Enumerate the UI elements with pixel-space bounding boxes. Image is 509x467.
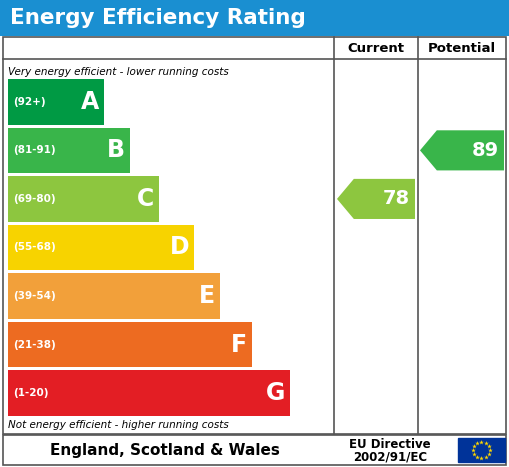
Text: B: B [107, 138, 125, 163]
Bar [8, 322, 252, 368]
Bar [3, 37, 506, 434]
Polygon shape [420, 130, 504, 170]
Bar [8, 370, 291, 416]
Bar [8, 273, 220, 319]
Text: Current: Current [348, 42, 405, 55]
Text: Very energy efficient - lower running costs: Very energy efficient - lower running co… [8, 67, 229, 77]
Bar [3, 435, 506, 465]
Text: F: F [231, 333, 247, 357]
Bar [8, 127, 130, 173]
Text: Energy Efficiency Rating: Energy Efficiency Rating [10, 8, 306, 28]
Text: England, Scotland & Wales: England, Scotland & Wales [50, 443, 280, 458]
Bar [8, 176, 159, 222]
Text: (55-68): (55-68) [13, 242, 56, 253]
Text: 2002/91/EC: 2002/91/EC [353, 450, 427, 463]
Text: 89: 89 [472, 141, 499, 160]
Text: D: D [169, 235, 189, 260]
Bar [8, 225, 194, 270]
Text: (81-91): (81-91) [13, 145, 55, 156]
Text: (92+): (92+) [13, 97, 46, 107]
Text: EU Directive: EU Directive [349, 439, 431, 452]
Text: (39-54): (39-54) [13, 291, 56, 301]
Bar [0, 0, 509, 36]
Text: (21-38): (21-38) [13, 340, 56, 350]
Text: E: E [199, 284, 215, 308]
Text: Not energy efficient - higher running costs: Not energy efficient - higher running co… [8, 420, 229, 430]
Bar [458, 438, 505, 462]
Bar [8, 79, 104, 125]
Polygon shape [337, 179, 415, 219]
Text: 78: 78 [383, 190, 410, 208]
Text: A: A [81, 90, 99, 114]
Text: G: G [266, 381, 286, 405]
Text: (1-20): (1-20) [13, 388, 48, 398]
Text: Potential: Potential [428, 42, 496, 55]
Text: C: C [136, 187, 154, 211]
Text: (69-80): (69-80) [13, 194, 55, 204]
